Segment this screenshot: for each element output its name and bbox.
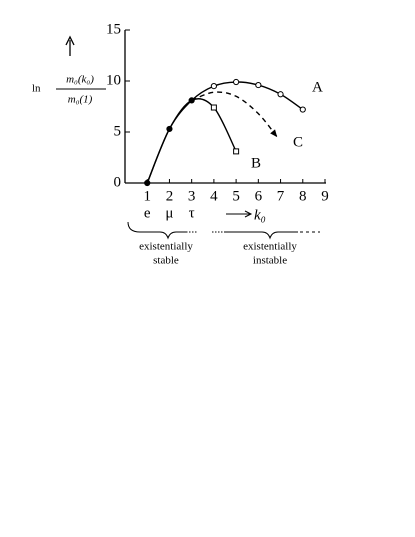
y-label-prefix: ln	[32, 83, 41, 95]
particle-label: τ	[189, 205, 195, 221]
particle-label: μ	[165, 205, 173, 221]
group-label: instable	[253, 255, 287, 267]
x-tick-label: 6	[255, 188, 263, 204]
x-tick-label: 1	[143, 188, 151, 204]
series-label: A	[312, 79, 323, 95]
y-arrow-head	[65, 35, 75, 46]
brace-instable	[224, 231, 298, 240]
y-tick-label: 15	[106, 21, 121, 37]
point	[233, 148, 240, 155]
y-label-numerator: m₀(k₀)	[66, 74, 94, 86]
brace-stable	[127, 221, 186, 240]
y-label-denominator: m₀(1)	[68, 94, 93, 106]
series-line	[191, 91, 278, 138]
x-tick-label: 5	[232, 188, 240, 204]
point	[277, 91, 284, 98]
y-tick-label: 5	[114, 123, 122, 139]
x-tick-label: 8	[299, 188, 307, 204]
series-label: C	[293, 134, 303, 150]
group-label: existentially	[243, 241, 297, 253]
particle-label: e	[144, 205, 151, 221]
y-tick-label: 0	[114, 174, 122, 190]
arrow-head	[270, 129, 278, 138]
group-label: existentially	[139, 241, 193, 253]
x-tick-label: 2	[166, 188, 174, 204]
x-tick-label: 3	[188, 188, 196, 204]
x-arrow-head	[244, 210, 253, 218]
x-label: k₀	[254, 207, 266, 223]
series-line	[146, 98, 237, 184]
x-tick-label: 7	[277, 188, 285, 204]
point	[255, 81, 262, 89]
y-tick-label: 10	[106, 72, 121, 88]
point	[233, 78, 240, 86]
point	[299, 106, 306, 113]
x-tick-label: 4	[210, 188, 218, 204]
group-label: stable	[153, 255, 179, 267]
x-tick-label: 9	[321, 188, 329, 204]
point	[210, 83, 217, 90]
series-label: B	[251, 155, 261, 171]
point	[210, 104, 217, 111]
